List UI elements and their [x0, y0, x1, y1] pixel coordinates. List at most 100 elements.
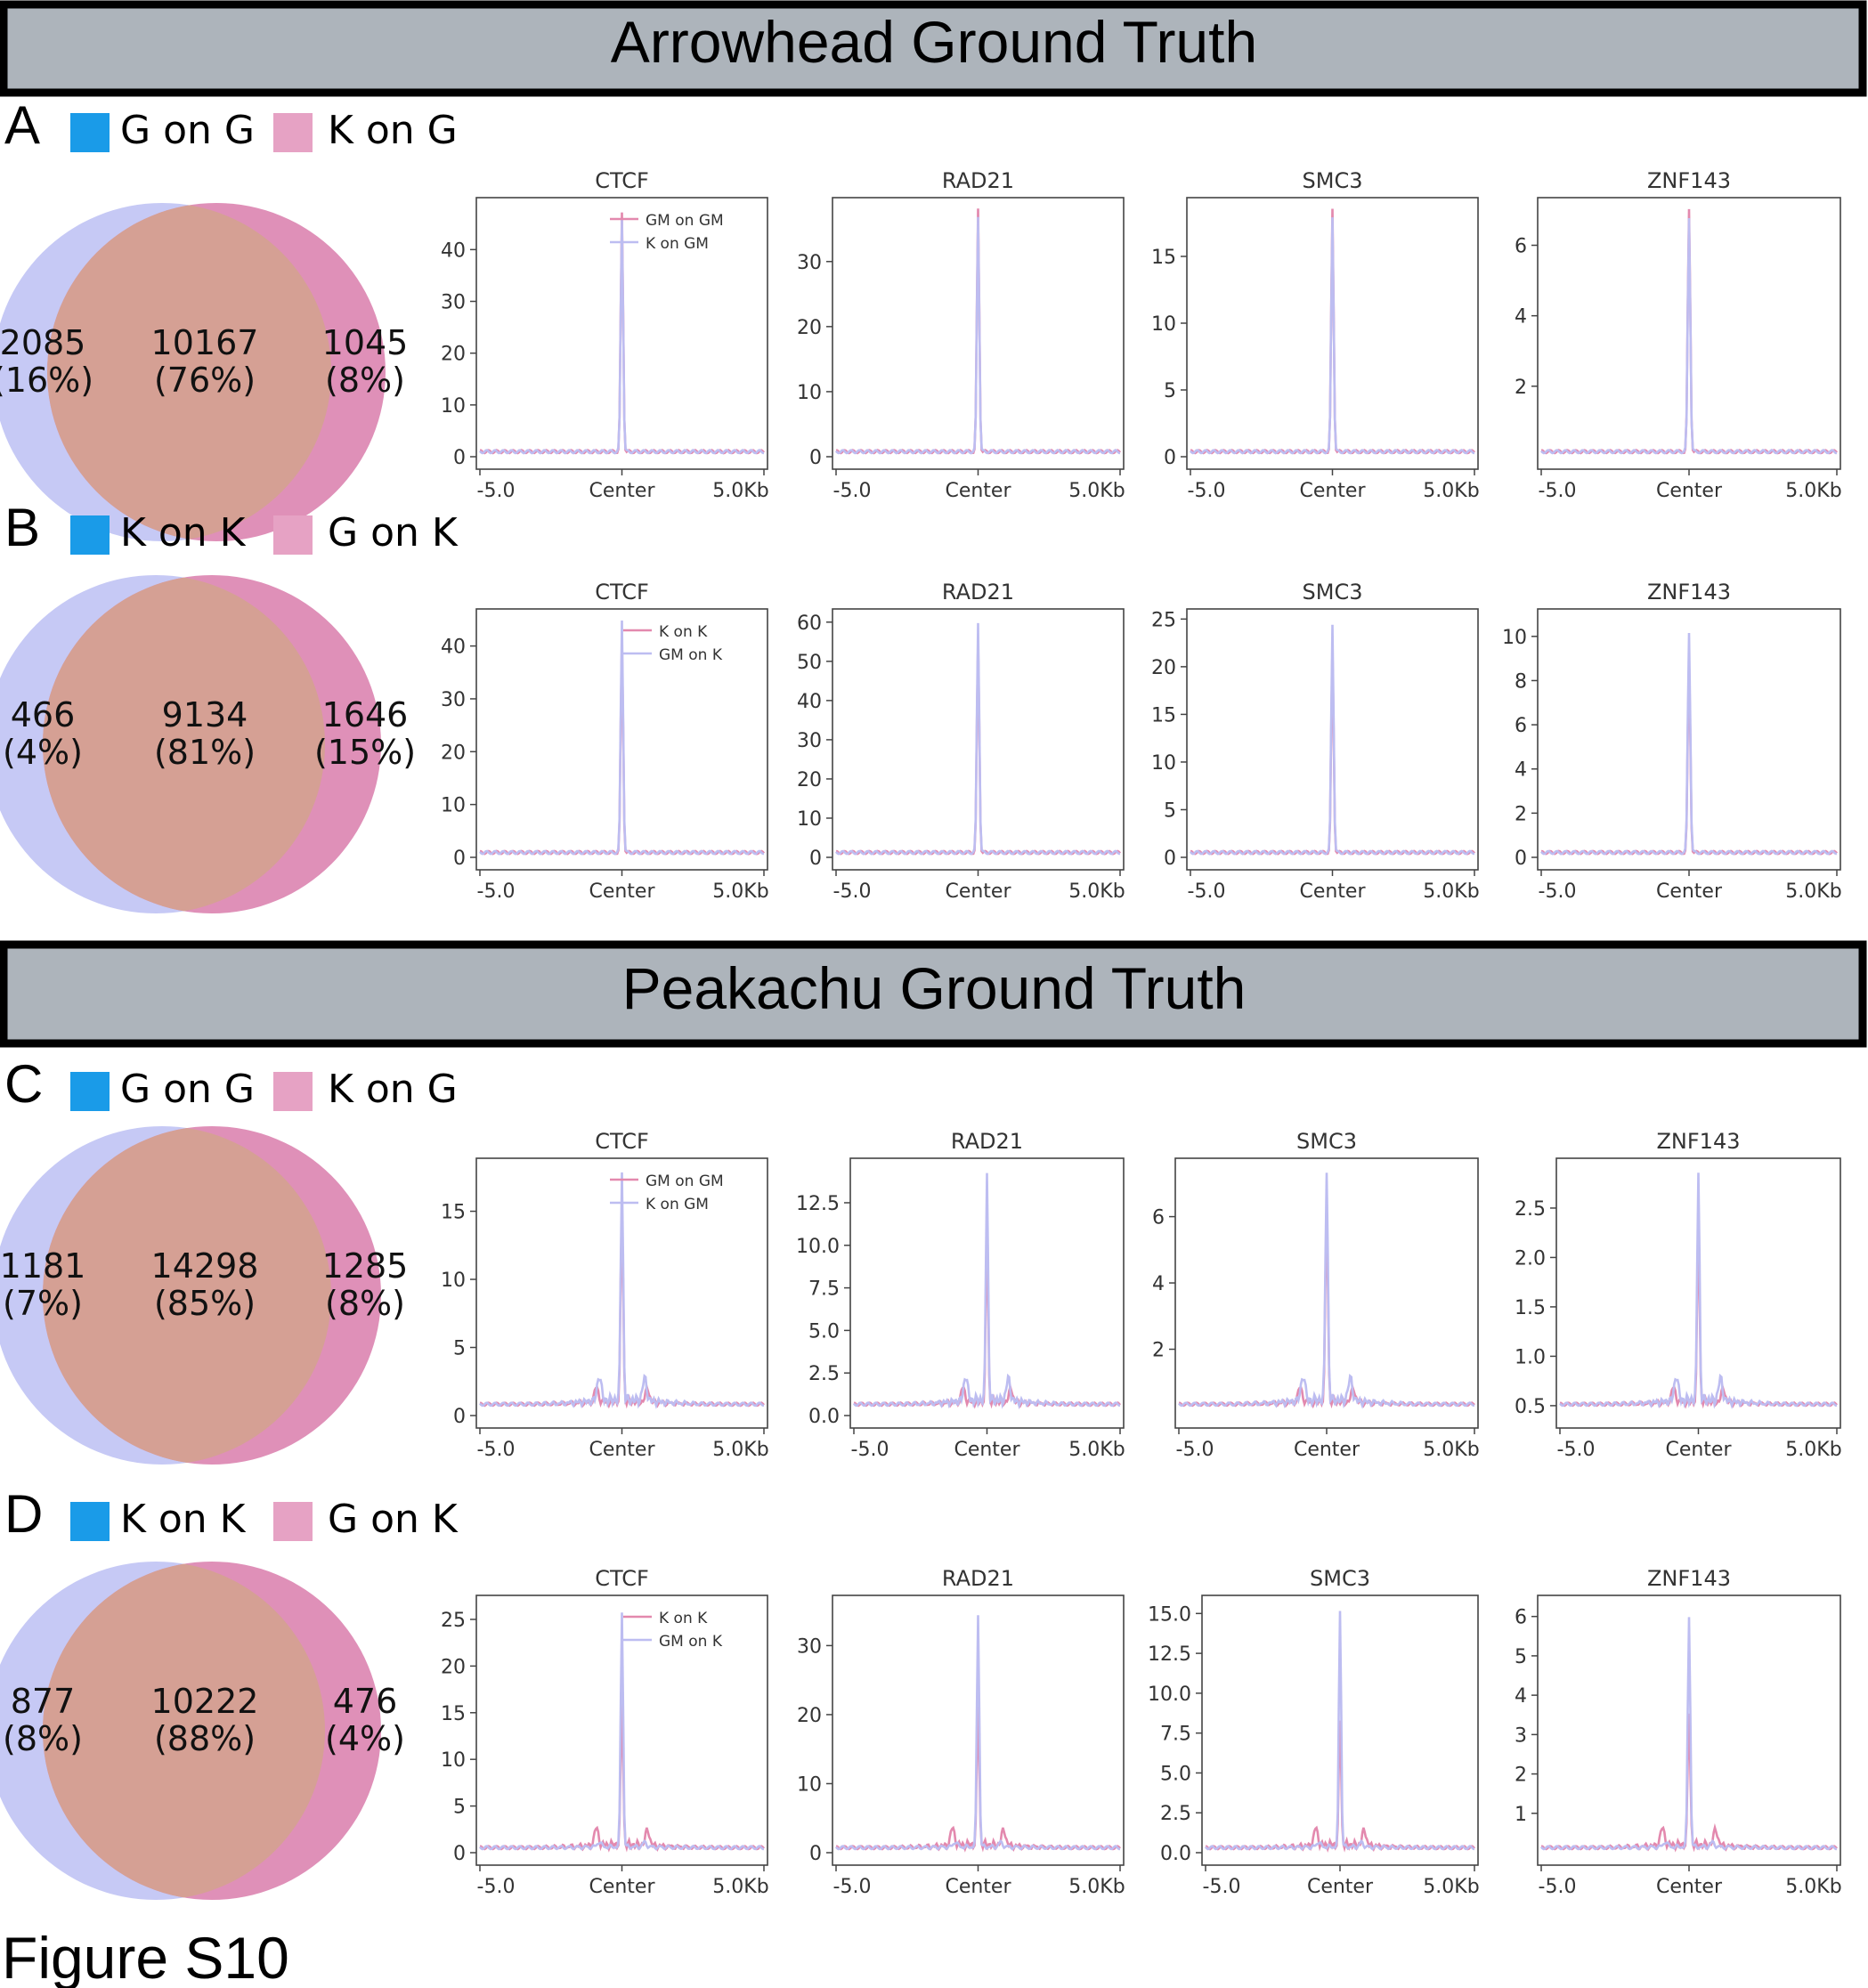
y-tick-label: 4	[1515, 1685, 1527, 1708]
y-tick-label: 2	[1515, 803, 1527, 825]
banner-peakachu: Peakachu Ground Truth	[0, 940, 1867, 1048]
y-tick-label: 10.0	[1148, 1684, 1191, 1706]
legend-swatch-blue	[70, 113, 110, 152]
y-tick-label: 5	[1164, 380, 1176, 402]
series-line-b	[1205, 1611, 1475, 1851]
line-legend: GM on GM K on GM	[610, 212, 724, 253]
y-tick-label: 12.5	[1148, 1643, 1191, 1666]
plot-title: CTCF	[595, 580, 649, 605]
x-tick-label: -5.0	[477, 1439, 516, 1461]
venn-center-count: 10167	[151, 323, 259, 362]
x-tick-label: 5.0Kb	[1068, 1439, 1125, 1461]
venn-left-count: 877	[11, 1682, 76, 1721]
legend-label: K on G	[328, 1067, 458, 1112]
y-tick-label: 50	[797, 652, 822, 674]
x-tick-label: -5.0	[1188, 480, 1226, 502]
line-legend-label: GM on GM	[646, 1173, 724, 1190]
legend-swatch-pink	[273, 113, 313, 152]
y-tick-label: 0	[809, 1843, 822, 1865]
y-tick-label: 0	[453, 1406, 466, 1428]
y-tick-label: 15.0	[1148, 1603, 1191, 1626]
series-line-a	[1540, 1713, 1838, 1853]
series-line-a	[1205, 1720, 1475, 1854]
x-tick-label: -5.0	[833, 480, 872, 502]
x-tick-label: 5.0Kb	[1423, 1439, 1479, 1461]
y-tick-label: 6	[1152, 1207, 1165, 1229]
line-legend-label: K on K	[659, 1610, 708, 1627]
line-plot-smc3: SMC3 0 5 10 15 20 25 -5.0 Center 5.0Kb	[1151, 580, 1480, 903]
x-tick-label: Center	[1656, 880, 1723, 903]
y-tick-label: 40	[441, 637, 466, 659]
y-tick-label: 10	[441, 795, 466, 817]
legend-swatch-pink	[273, 515, 313, 555]
series-line-b	[1559, 1173, 1838, 1410]
venn-right-pct: (15%)	[314, 733, 416, 772]
y-tick-label: 15	[1151, 247, 1176, 269]
venn-center-pct: (85%)	[154, 1284, 256, 1323]
x-tick-label: Center	[1294, 1439, 1360, 1461]
venn-diagram: 877(8%) 10222(88%) 476(4%)	[0, 1562, 405, 1900]
legend-label: G on K	[328, 510, 459, 556]
y-tick-label: 15	[1151, 704, 1176, 726]
series-line-b	[1178, 1173, 1475, 1409]
x-tick-label: 5.0Kb	[712, 880, 768, 903]
panel-letter: C	[4, 1054, 43, 1114]
line-plot-rad21: RAD21 0 10 20 30 -5.0 Center 5.0Kb	[797, 1566, 1125, 1898]
venn-overlap	[43, 1126, 331, 1465]
venn-right-pct: (8%)	[325, 361, 405, 400]
legend-label: K on G	[328, 108, 458, 153]
legend-label: K on K	[120, 510, 247, 556]
x-tick-label: 5.0Kb	[1785, 1876, 1841, 1898]
panel-letter: D	[4, 1484, 43, 1544]
line-legend-label: GM on K	[659, 646, 723, 664]
y-tick-label: 1	[1515, 1804, 1527, 1826]
series-line-b	[1190, 217, 1475, 455]
y-tick-label: 0	[1164, 848, 1176, 870]
line-plot-ctcf: CTCF 0 5 10 15 20 25 -5.0 Center 5.0Kb K on K GM on…	[441, 1566, 769, 1898]
y-tick-label: 20	[441, 344, 466, 366]
x-tick-label: Center	[589, 1876, 655, 1898]
y-tick-label: 20	[797, 1705, 822, 1727]
venn-center-count: 14298	[151, 1246, 259, 1286]
y-tick-label: 0	[453, 848, 466, 870]
x-tick-label: 5.0Kb	[1068, 1876, 1125, 1898]
series-line-b	[479, 1612, 765, 1851]
y-tick-label: 2.5	[1515, 1198, 1546, 1221]
y-tick-label: 30	[441, 292, 466, 314]
venn-right-pct: (8%)	[325, 1284, 405, 1323]
y-tick-label: 0	[453, 447, 466, 469]
line-legend: K on K GM on K	[623, 623, 723, 664]
venn-overlap	[43, 1562, 325, 1900]
y-tick-label: 10	[441, 1749, 466, 1772]
y-tick-label: 0	[1164, 447, 1176, 469]
venn-overlap	[43, 575, 325, 913]
plot-title: CTCF	[595, 168, 649, 193]
plot-title: RAD21	[942, 168, 1014, 193]
y-tick-label: 12.5	[796, 1193, 840, 1215]
x-tick-label: -5.0	[1203, 1876, 1241, 1898]
x-tick-label: Center	[1307, 1876, 1374, 1898]
plot-title: RAD21	[942, 580, 1014, 605]
series-line-b	[835, 216, 1121, 455]
y-tick-label: 10	[1151, 313, 1176, 336]
line-plot-rad21: RAD21 0 10 20 30 40 50 60 -5.0 Center 5.0Kb	[797, 580, 1125, 903]
venn-right-count: 1045	[322, 323, 409, 362]
y-tick-label: 20	[441, 1656, 466, 1678]
x-tick-label: Center	[1656, 480, 1723, 502]
x-tick-label: 5.0Kb	[1785, 480, 1841, 502]
y-tick-label: 2.5	[1160, 1803, 1191, 1825]
y-tick-label: 20	[797, 317, 822, 339]
x-tick-label: -5.0	[477, 480, 516, 502]
y-tick-label: 10.0	[796, 1236, 840, 1258]
plot-title: SMC3	[1303, 580, 1363, 605]
x-tick-label: -5.0	[833, 880, 872, 903]
plot-title: ZNF143	[1647, 580, 1731, 605]
y-tick-label: 2.5	[808, 1363, 840, 1385]
x-tick-label: Center	[589, 1439, 655, 1461]
y-tick-label: 20	[1151, 657, 1176, 679]
y-tick-label: 10	[797, 1773, 822, 1796]
y-tick-label: 4	[1515, 306, 1527, 329]
y-tick-label: 10	[797, 808, 822, 831]
